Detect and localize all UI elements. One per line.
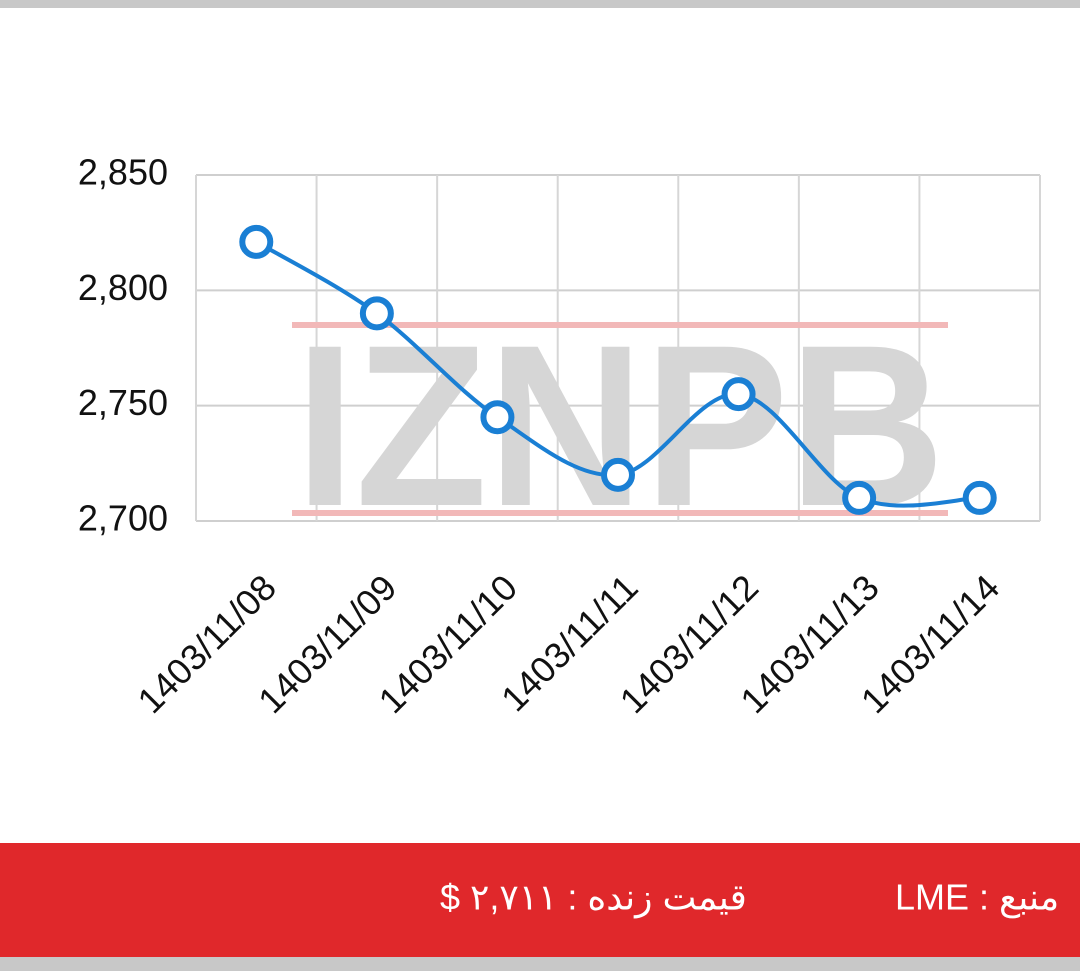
point bbox=[480, 400, 515, 435]
point bbox=[842, 480, 877, 515]
point bbox=[721, 377, 756, 412]
footer-bar bbox=[0, 843, 1080, 957]
y-tick-label: 2,800 bbox=[78, 267, 168, 308]
point bbox=[359, 296, 394, 331]
source: منبع : LME bbox=[895, 877, 1059, 919]
watermark: IZNPB bbox=[295, 297, 945, 554]
watermark-stripe bbox=[292, 322, 948, 328]
live-price: قیمت زنده : ۲,۷۱۱ $ bbox=[440, 877, 747, 919]
top-bar bbox=[0, 0, 1080, 8]
watermark-group: IZNPB bbox=[292, 297, 948, 554]
point bbox=[962, 480, 997, 515]
bottom-bar bbox=[0, 957, 1080, 971]
y-tick-label: 2,850 bbox=[78, 152, 168, 193]
point bbox=[239, 224, 274, 259]
point bbox=[601, 457, 635, 492]
y-tick-label: 2,700 bbox=[78, 498, 168, 539]
watermark-stripe bbox=[292, 510, 948, 516]
y-tick-label: 2,750 bbox=[78, 382, 168, 423]
